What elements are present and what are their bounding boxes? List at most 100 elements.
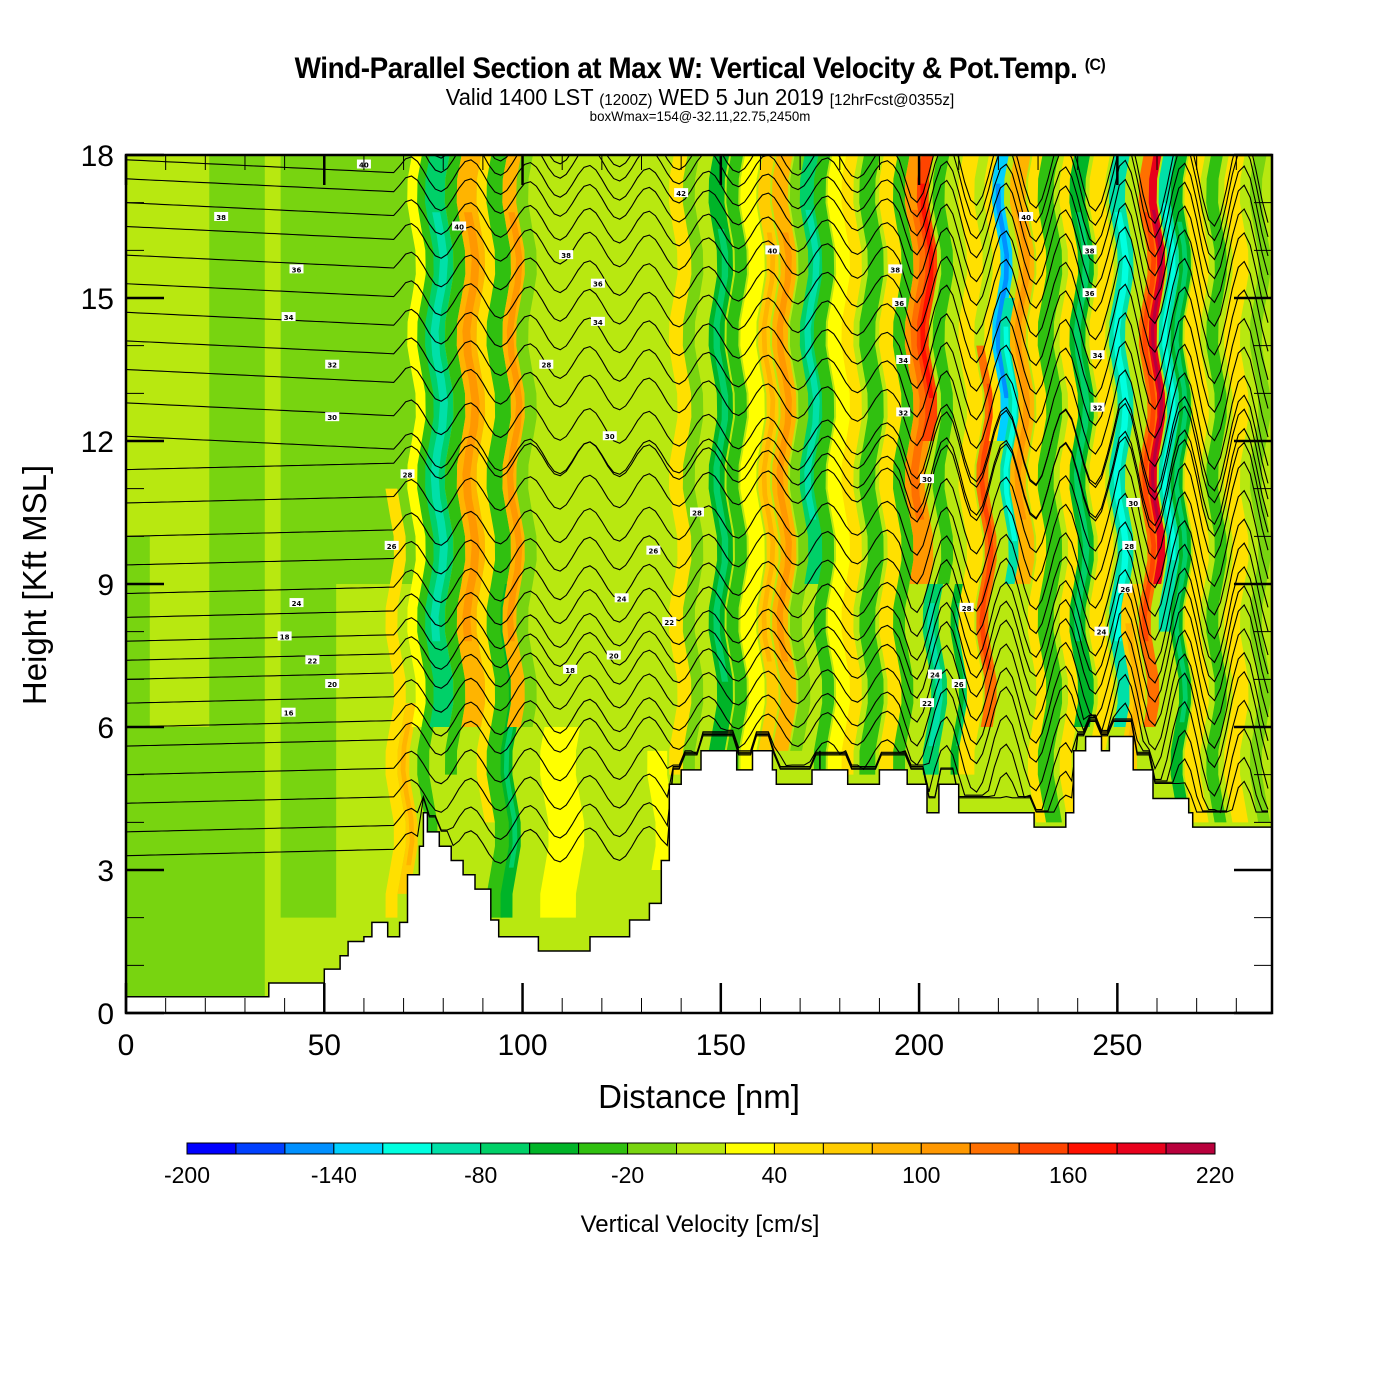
contour-label-text: 38 bbox=[1085, 247, 1095, 255]
contour-label-text: 18 bbox=[280, 633, 290, 641]
colorbar-swatch bbox=[431, 1142, 482, 1155]
theta-contour bbox=[126, 432, 1269, 537]
contour-label: 30 bbox=[1126, 497, 1141, 508]
colorbar-tick-label: 160 bbox=[1049, 1162, 1087, 1188]
contour-label: 20 bbox=[325, 679, 340, 689]
contour-label: 28 bbox=[539, 359, 554, 370]
terrain-mask bbox=[126, 735, 1272, 1013]
colorbar-swatch bbox=[1165, 1142, 1216, 1155]
contour-label: 26 bbox=[1118, 583, 1133, 594]
contour-label-text: 38 bbox=[561, 252, 571, 260]
theta-contour bbox=[126, 251, 1269, 356]
contour-label: 34 bbox=[1090, 350, 1105, 360]
theta-contour bbox=[126, 399, 1269, 504]
contour-label-text: 30 bbox=[922, 476, 932, 484]
x-axis-title: Distance [nm] bbox=[598, 1078, 800, 1115]
theta-contour bbox=[126, 365, 1269, 471]
contour-label: 34 bbox=[590, 316, 605, 327]
velocity-band-core bbox=[920, 183, 934, 399]
velocity-band bbox=[726, 155, 747, 775]
colorbar-swatch bbox=[724, 1142, 775, 1155]
colorbar-tick-label: 220 bbox=[1196, 1162, 1234, 1188]
contour-label: 40 bbox=[765, 245, 780, 255]
y-tick-label: 3 bbox=[97, 855, 114, 888]
theta-contour bbox=[126, 308, 1269, 413]
colorbar-swatch bbox=[1116, 1142, 1167, 1155]
colorbar-tick-label: -200 bbox=[164, 1162, 210, 1188]
contour-label-text: 28 bbox=[403, 471, 413, 479]
y-tick-label: 6 bbox=[97, 712, 114, 745]
velocity-band bbox=[1089, 155, 1114, 751]
contour-label-text: 38 bbox=[216, 214, 226, 222]
velocity-band-core bbox=[506, 212, 523, 642]
contour-label-text: 20 bbox=[609, 653, 619, 661]
x-tick-label: 250 bbox=[1092, 1029, 1142, 1062]
colorbar-swatch bbox=[969, 1142, 1020, 1155]
colorbar-tick-label: 100 bbox=[902, 1162, 940, 1188]
contour-label-text: 20 bbox=[327, 681, 337, 689]
velocity-band bbox=[813, 155, 835, 775]
colorbar-tick-label: -20 bbox=[611, 1162, 644, 1188]
y-tick-label: 9 bbox=[97, 569, 114, 602]
velocity-band-core bbox=[1003, 326, 1018, 542]
theta-contour bbox=[126, 280, 1269, 385]
contour-label-text: 34 bbox=[1093, 352, 1103, 360]
velocity-band-core bbox=[400, 722, 415, 866]
valid-date: WED 5 Jun 2019 bbox=[658, 84, 824, 110]
contour-label: 40 bbox=[452, 221, 467, 232]
contour-label: 26 bbox=[646, 545, 661, 556]
contour-label: 24 bbox=[927, 669, 942, 680]
velocity-band bbox=[892, 155, 914, 775]
theta-contour bbox=[126, 565, 1269, 665]
contour-label-text: 42 bbox=[676, 190, 686, 198]
colorbar-tick-label: -140 bbox=[311, 1162, 357, 1188]
contour-label: 24 bbox=[614, 593, 629, 603]
contour-label-text: 34 bbox=[593, 319, 603, 327]
contour-label-text: 22 bbox=[922, 700, 932, 708]
theta-contour bbox=[126, 542, 1269, 641]
colorbar-swatch bbox=[235, 1142, 286, 1155]
colorbar-swatch bbox=[1018, 1142, 1069, 1155]
contour-label-text: 40 bbox=[454, 224, 464, 232]
y-axis-title: Height [Kft MSL] bbox=[16, 465, 53, 705]
contour-label: 32 bbox=[896, 407, 911, 417]
chart-subtitle: Valid 1400 LST (1200Z) WED 5 Jun 2019 [1… bbox=[35, 84, 1365, 111]
contour-label: 28 bbox=[1122, 540, 1137, 551]
contour-label-text: 28 bbox=[1124, 543, 1134, 551]
contour-label-text: 22 bbox=[307, 657, 317, 665]
x-tick-label: 50 bbox=[308, 1029, 341, 1062]
theta-contour bbox=[126, 627, 1269, 727]
velocity-band bbox=[1224, 155, 1249, 823]
theta-contour bbox=[126, 199, 1269, 304]
theta-contour bbox=[126, 175, 1269, 280]
contour-label-text: 24 bbox=[930, 672, 940, 680]
contour-label-text: 38 bbox=[890, 266, 900, 274]
contour-label-text: 32 bbox=[1093, 405, 1103, 413]
theta-contour bbox=[126, 156, 1269, 261]
velocity-band-core bbox=[1141, 212, 1157, 642]
theta-contour bbox=[126, 670, 1269, 771]
contour-label: 30 bbox=[325, 412, 340, 422]
contour-label: 38 bbox=[888, 264, 903, 274]
colorbar-swatch bbox=[333, 1142, 384, 1155]
colorbar-swatch bbox=[920, 1142, 971, 1155]
colorbar-swatch bbox=[382, 1142, 433, 1155]
contour-label-text: 26 bbox=[954, 681, 964, 689]
contour-label: 34 bbox=[896, 354, 911, 365]
theta-contour bbox=[424, 155, 1269, 242]
velocity-band bbox=[385, 488, 406, 918]
contour-label-text: 36 bbox=[593, 281, 603, 289]
y-tick-label: 15 bbox=[81, 283, 114, 316]
colorbar-swatch bbox=[284, 1142, 335, 1155]
velocity-band-core bbox=[430, 212, 448, 642]
colorbar-swatch bbox=[480, 1142, 531, 1155]
colorbar-swatch bbox=[186, 1142, 237, 1155]
velocity-band-core bbox=[761, 232, 776, 662]
contour-label-text: 24 bbox=[1097, 629, 1107, 637]
theta-contour bbox=[126, 699, 1269, 797]
theta-contour bbox=[126, 489, 1269, 589]
velocity-band bbox=[841, 155, 862, 775]
contour-label-text: 26 bbox=[649, 548, 659, 556]
